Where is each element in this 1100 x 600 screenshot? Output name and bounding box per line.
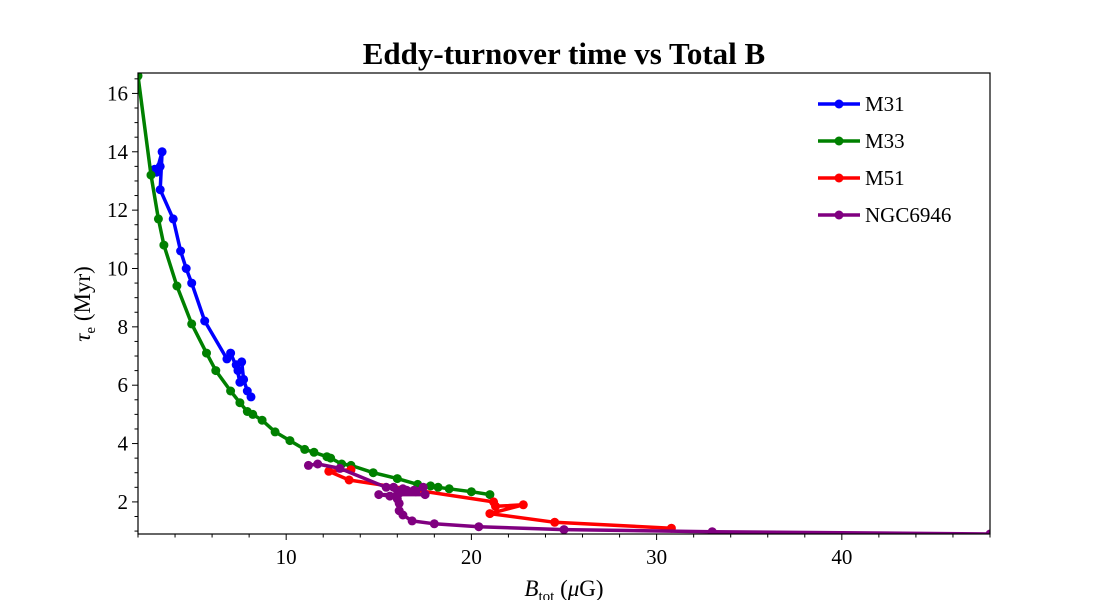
- data-point: [176, 246, 186, 256]
- x-axis-label: Btot (μG): [524, 576, 603, 600]
- legend-item-m31: M31: [818, 92, 905, 116]
- legend-swatch-marker: [834, 173, 844, 183]
- legend-item-m33: M33: [818, 129, 905, 153]
- data-point: [389, 482, 399, 492]
- legend: M31 M33 M51 NGC6946: [818, 92, 951, 227]
- data-point: [344, 475, 354, 485]
- data-point: [466, 487, 476, 497]
- data-point: [559, 525, 569, 534]
- data-point: [394, 498, 404, 508]
- data-point: [226, 386, 236, 396]
- y-tick-label: 8: [118, 315, 129, 339]
- data-point: [138, 73, 143, 81]
- data-point: [485, 490, 495, 500]
- data-point: [374, 490, 384, 500]
- data-point: [385, 491, 395, 501]
- data-point: [168, 214, 178, 224]
- series-line: [152, 150, 253, 399]
- data-point: [398, 510, 408, 520]
- legend-label: M31: [865, 92, 905, 116]
- data-point: [409, 485, 419, 495]
- data-point: [300, 444, 310, 454]
- data-point: [153, 214, 163, 224]
- data-point: [257, 415, 267, 425]
- x-tick-label: 30: [646, 545, 667, 569]
- legend-item-m51: M51: [818, 166, 905, 190]
- data-point: [211, 366, 221, 376]
- series-layer: [138, 73, 990, 534]
- data-point: [429, 519, 439, 529]
- data-point: [200, 316, 210, 326]
- data-point: [303, 460, 313, 470]
- legend-label: M51: [865, 166, 905, 190]
- data-point: [392, 474, 402, 484]
- data-point: [474, 522, 484, 532]
- data-point: [202, 348, 211, 358]
- data-point: [491, 501, 500, 511]
- data-point: [433, 482, 443, 492]
- data-point: [239, 374, 249, 384]
- data-point: [187, 319, 197, 329]
- data-point: [187, 278, 197, 288]
- data-point: [418, 482, 428, 492]
- data-point: [402, 485, 412, 495]
- y-axis: 2 4 6 8 10 12 14 16: [107, 78, 138, 532]
- data-point: [407, 516, 417, 526]
- data-point: [155, 185, 165, 195]
- data-point: [985, 529, 990, 534]
- data-point: [226, 348, 236, 358]
- data-point: [550, 517, 560, 527]
- data-point: [172, 281, 182, 291]
- y-tick-label: 4: [118, 432, 129, 456]
- series-line: [327, 468, 674, 530]
- y-tick-label: 14: [107, 140, 129, 164]
- data-point: [159, 240, 169, 250]
- data-point: [444, 484, 454, 494]
- x-axis: 10 20 30 40: [137, 534, 991, 569]
- data-point: [313, 459, 323, 469]
- series-ngc6946: [303, 459, 990, 534]
- y-tick-label: 16: [107, 81, 128, 105]
- data-point: [309, 447, 319, 457]
- series-m33: [138, 73, 495, 500]
- data-point: [270, 427, 280, 437]
- data-point: [146, 170, 156, 180]
- plot-frame: [137, 72, 991, 535]
- data-point: [285, 436, 295, 446]
- data-point: [518, 500, 528, 510]
- y-tick-label: 2: [118, 490, 129, 514]
- y-tick-label: 6: [118, 373, 129, 397]
- legend-swatch-marker: [834, 136, 844, 146]
- data-point: [326, 453, 336, 463]
- legend-swatch-marker: [834, 99, 844, 109]
- y-axis-label: τe (Myr): [70, 266, 99, 342]
- data-point: [157, 147, 167, 157]
- x-tick-label: 20: [461, 545, 482, 569]
- x-tick-label: 10: [276, 545, 297, 569]
- data-point: [485, 509, 495, 519]
- data-point: [381, 482, 391, 492]
- legend-swatch-marker: [834, 210, 844, 220]
- data-point: [420, 490, 430, 500]
- legend-label: M33: [865, 129, 905, 153]
- x-tick-label: 40: [831, 545, 852, 569]
- data-point: [181, 264, 191, 273]
- series-m31: [150, 147, 256, 402]
- data-point: [707, 527, 717, 534]
- chart-title: Eddy-turnover time vs Total B: [363, 36, 765, 71]
- data-point: [237, 357, 247, 367]
- data-point: [246, 392, 256, 402]
- y-tick-label: 10: [107, 256, 128, 280]
- data-point: [235, 398, 245, 408]
- y-tick-label: 12: [107, 198, 128, 222]
- legend-item-ngc6946: NGC6946: [818, 203, 951, 227]
- data-point: [426, 481, 436, 491]
- data-point: [248, 409, 258, 419]
- data-point: [335, 463, 345, 473]
- data-point: [368, 468, 378, 478]
- data-point: [324, 466, 334, 476]
- legend-label: NGC6946: [865, 203, 951, 227]
